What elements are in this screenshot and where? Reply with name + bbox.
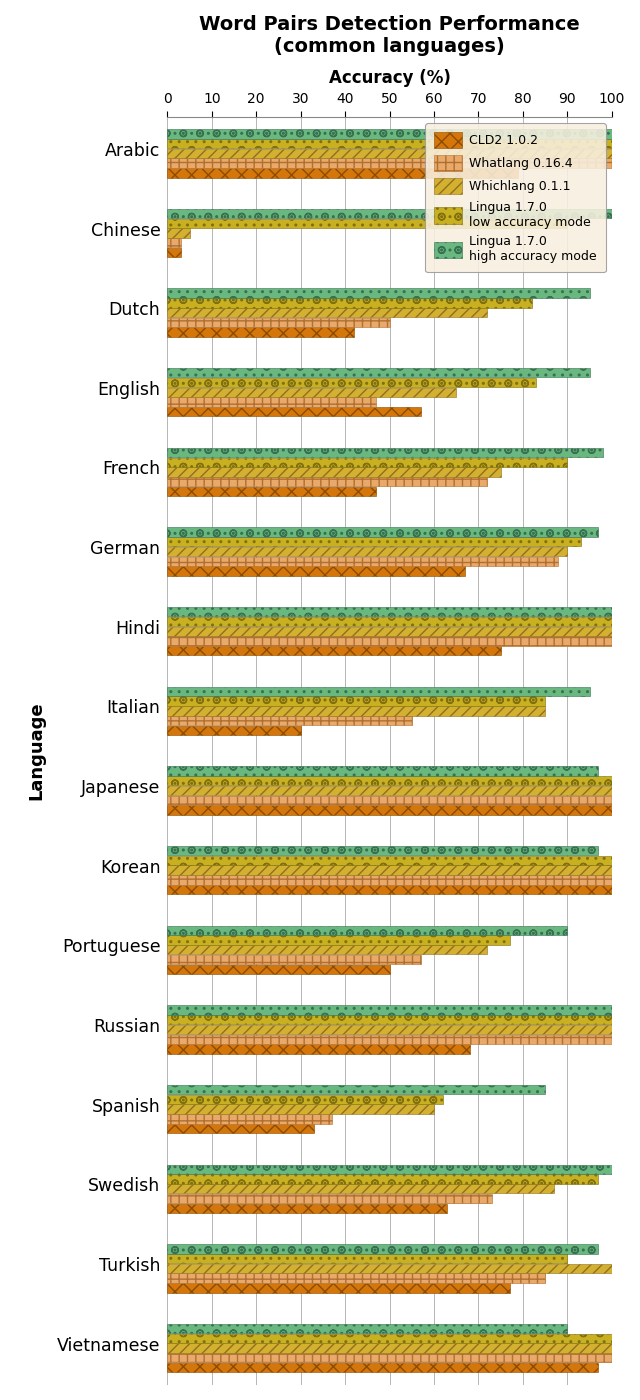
Bar — [167, 1284, 509, 1292]
Bar — [167, 538, 580, 546]
Bar — [167, 1025, 612, 1035]
Bar — [167, 1324, 568, 1333]
Bar — [167, 846, 598, 855]
Bar — [167, 805, 612, 815]
X-axis label: Accuracy (%): Accuracy (%) — [329, 69, 451, 87]
Legend: CLD2 1.0.2, Whatlang 0.16.4, Whichlang 0.1.1, Lingua 1.7.0
low accuracy mode, Li: CLD2 1.0.2, Whatlang 0.16.4, Whichlang 0… — [426, 123, 605, 272]
Bar — [167, 378, 536, 388]
Bar — [167, 925, 568, 935]
Bar — [167, 388, 456, 398]
Bar — [167, 608, 612, 616]
Bar — [167, 238, 180, 248]
Bar — [167, 1204, 447, 1212]
Bar — [167, 865, 612, 875]
Bar — [167, 855, 612, 865]
Bar — [167, 686, 589, 696]
Bar — [167, 1044, 470, 1054]
Bar — [167, 1362, 598, 1372]
Bar — [167, 407, 420, 416]
Bar — [167, 725, 301, 735]
Bar — [167, 1015, 612, 1025]
Bar — [167, 955, 420, 965]
Bar — [167, 468, 500, 476]
Bar — [167, 965, 390, 974]
Bar — [167, 1124, 314, 1133]
Y-axis label: Language: Language — [28, 701, 46, 801]
Bar — [167, 528, 598, 536]
Bar — [167, 766, 598, 776]
Bar — [167, 1005, 612, 1015]
Bar — [167, 715, 412, 725]
Bar — [167, 139, 612, 148]
Bar — [167, 706, 545, 715]
Bar — [167, 945, 488, 955]
Bar — [167, 308, 488, 318]
Bar — [167, 1165, 612, 1175]
Bar — [167, 1194, 492, 1203]
Bar — [167, 368, 589, 378]
Bar — [167, 627, 612, 636]
Bar — [167, 1264, 612, 1273]
Bar — [167, 795, 612, 805]
Bar — [167, 218, 568, 228]
Bar — [167, 288, 589, 298]
Bar — [167, 637, 612, 645]
Bar — [167, 1184, 554, 1193]
Bar — [167, 935, 509, 945]
Bar — [167, 148, 612, 158]
Bar — [167, 885, 612, 895]
Bar — [167, 158, 612, 168]
Bar — [167, 1344, 612, 1352]
Bar — [167, 168, 518, 178]
Bar — [167, 1245, 598, 1253]
Bar — [167, 1114, 332, 1124]
Bar — [167, 776, 612, 785]
Bar — [167, 785, 612, 795]
Bar — [167, 696, 545, 706]
Bar — [167, 547, 568, 556]
Bar — [167, 398, 376, 407]
Bar — [167, 318, 390, 328]
Bar — [167, 458, 568, 466]
Bar — [167, 645, 500, 655]
Bar — [167, 557, 559, 566]
Bar — [167, 298, 532, 308]
Bar — [167, 328, 354, 337]
Bar — [167, 617, 612, 626]
Bar — [167, 228, 189, 238]
Bar — [167, 1105, 434, 1114]
Bar — [167, 567, 465, 575]
Bar — [167, 1085, 545, 1095]
Bar — [167, 1334, 612, 1343]
Bar — [167, 1354, 612, 1362]
Bar — [167, 1274, 545, 1282]
Title: Word Pairs Detection Performance
(common languages): Word Pairs Detection Performance (common… — [199, 15, 580, 56]
Bar — [167, 209, 612, 218]
Bar — [167, 129, 612, 139]
Bar — [167, 1254, 568, 1263]
Bar — [167, 448, 603, 456]
Bar — [167, 1035, 612, 1044]
Bar — [167, 1095, 443, 1105]
Bar — [167, 875, 612, 885]
Bar — [167, 487, 376, 496]
Bar — [167, 477, 488, 486]
Bar — [167, 248, 180, 258]
Bar — [167, 1175, 598, 1183]
